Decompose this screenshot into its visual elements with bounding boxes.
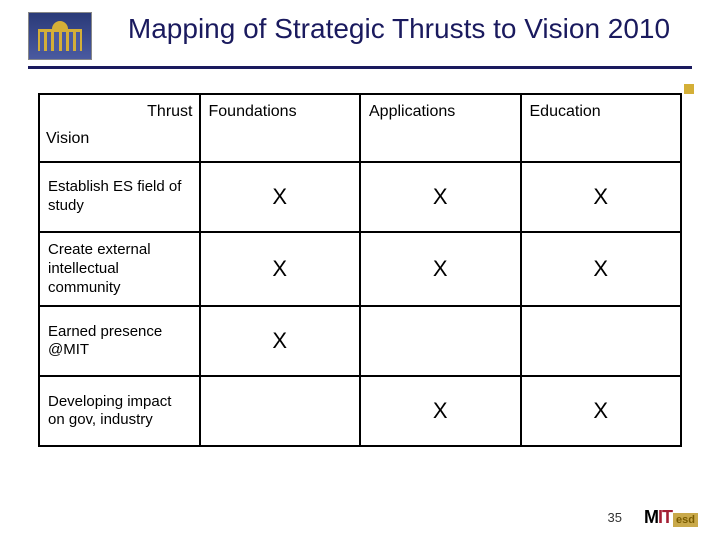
corner-thrust-label: Thrust [39, 94, 200, 130]
title-divider [28, 66, 692, 69]
column-header: Foundations [200, 94, 361, 162]
page-number: 35 [608, 510, 622, 525]
table-cell: X [360, 232, 521, 306]
table-cell: X [360, 376, 521, 446]
table-row: Developing impact on gov, industry X X [39, 376, 681, 446]
table-cell: X [200, 162, 361, 232]
mapping-table: Thrust Foundations Applications Educatio… [38, 93, 682, 447]
table-cell: X [200, 232, 361, 306]
row-label: Developing impact on gov, industry [39, 376, 200, 446]
accent-square [684, 84, 694, 94]
corner-vision-label: Vision [39, 130, 200, 162]
row-label: Create external intellectual community [39, 232, 200, 306]
table-row: Establish ES field of study X X X [39, 162, 681, 232]
table-cell: X [521, 376, 682, 446]
table-row: Create external intellectual community X… [39, 232, 681, 306]
footer: 35 MITesd [608, 507, 698, 528]
title-wrap: Mapping of Strategic Thrusts to Vision 2… [106, 12, 692, 46]
table-row: Earned presence @MIT X [39, 306, 681, 376]
table-header-row: Thrust Foundations Applications Educatio… [39, 94, 681, 130]
table-cell: X [521, 162, 682, 232]
row-label: Establish ES field of study [39, 162, 200, 232]
mapping-table-wrap: Thrust Foundations Applications Educatio… [38, 93, 682, 447]
mit-esd-logo: MITesd [644, 507, 698, 528]
table-cell: X [521, 232, 682, 306]
mit-building-logo [28, 12, 92, 60]
table-cell [521, 306, 682, 376]
logo-letter: M [644, 507, 658, 528]
header: Mapping of Strategic Thrusts to Vision 2… [28, 12, 692, 60]
logo-letter: T [662, 507, 672, 528]
column-header: Applications [360, 94, 521, 162]
table-cell [200, 376, 361, 446]
logo-esd: esd [673, 513, 698, 527]
table-cell [360, 306, 521, 376]
table-cell: X [200, 306, 361, 376]
page-title: Mapping of Strategic Thrusts to Vision 2… [106, 12, 692, 46]
column-header: Education [521, 94, 682, 162]
slide: Mapping of Strategic Thrusts to Vision 2… [0, 0, 720, 540]
table-cell: X [360, 162, 521, 232]
row-label: Earned presence @MIT [39, 306, 200, 376]
